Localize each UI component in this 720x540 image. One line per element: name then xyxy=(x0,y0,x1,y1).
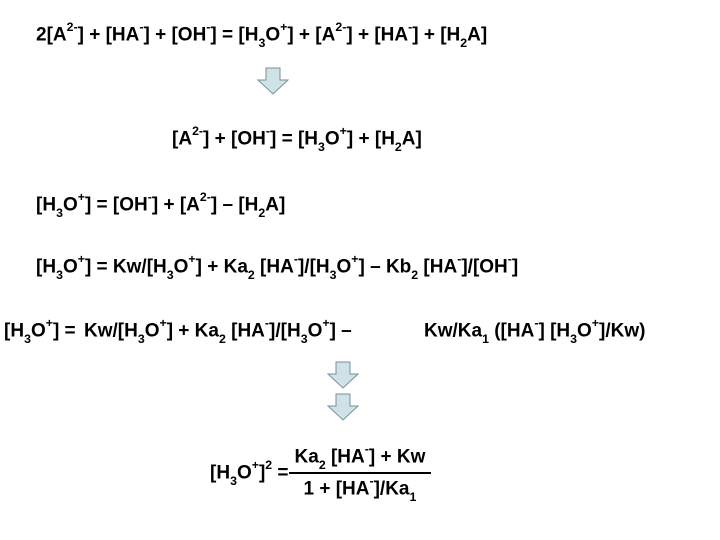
equation-2: [A2-] + [OH-] = [H3O+] + [H2A] xyxy=(172,126,422,152)
final-numerator: Ka2 [HA-] + Kw xyxy=(289,444,432,472)
equation-1: 2[A2-] + [HA-] + [OH-] = [H3O+] + [A2-] … xyxy=(36,22,487,48)
final-denominator: 1 + [HA-]/Ka1 xyxy=(289,472,432,502)
down-arrow-icon xyxy=(326,360,360,390)
equation-3: [H3O+] = [OH-] + [A2-] – [H2A] xyxy=(36,192,285,218)
equation-final: [H3O+]2 = Ka2 [HA-] + Kw 1 + [HA-]/Ka1 xyxy=(210,444,431,502)
final-left: [H3O+]2 = xyxy=(210,460,289,486)
equation-4: [H3O+] = Kw/[H3O+] + Ka2 [HA-]/[H3O+] – … xyxy=(36,254,518,280)
equation-5-left: [H3O+] = xyxy=(4,318,76,344)
down-arrow-icon xyxy=(326,392,360,422)
final-fraction: Ka2 [HA-] + Kw 1 + [HA-]/Ka1 xyxy=(289,444,432,502)
down-arrow-icon xyxy=(256,66,290,96)
equation-5-right: Kw/Ka1 ([HA-] [H3O+]/Kw) xyxy=(424,318,645,344)
equation-5-mid: Kw/[H3O+] + Ka2 [HA-]/[H3O+] – xyxy=(84,318,352,344)
